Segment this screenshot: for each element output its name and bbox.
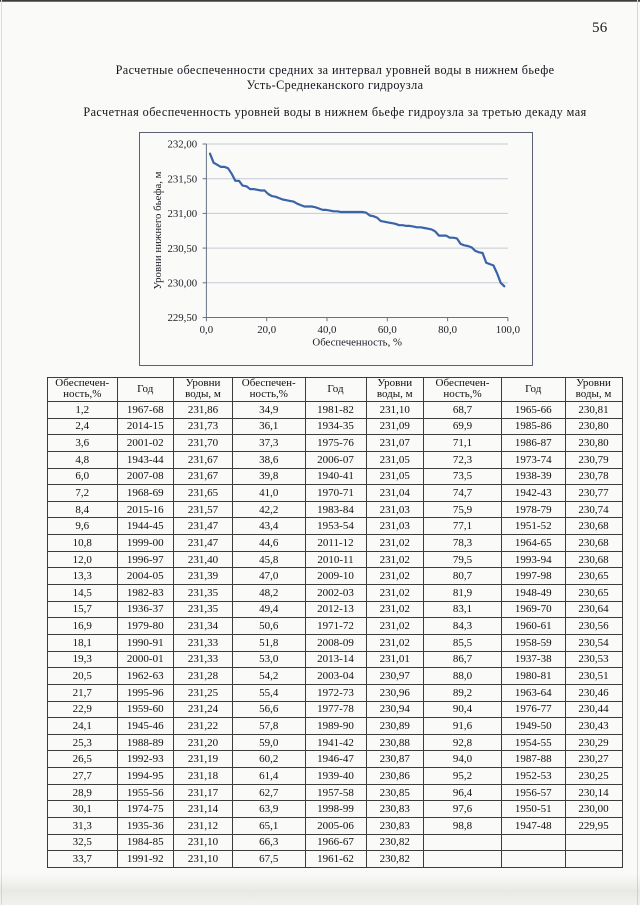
svg-text:232,00: 232,00 (167, 139, 197, 151)
svg-text:Обеспеченность, %: Обеспеченность, % (312, 337, 402, 349)
svg-text:100,0: 100,0 (496, 324, 520, 336)
svg-text:231,50: 231,50 (167, 173, 197, 185)
svg-text:231,00: 231,00 (167, 208, 197, 220)
svg-text:0,0: 0,0 (200, 324, 214, 336)
svg-text:40,0: 40,0 (318, 324, 337, 336)
svg-text:60,0: 60,0 (378, 324, 397, 336)
svg-text:80,0: 80,0 (438, 324, 457, 336)
svg-text:Уровни нижнего бьефа, м: Уровни нижнего бьефа, м (152, 171, 164, 289)
svg-text:230,50: 230,50 (167, 243, 197, 255)
svg-text:20,0: 20,0 (257, 324, 276, 336)
svg-text:229,50: 229,50 (167, 312, 197, 324)
svg-text:230,00: 230,00 (167, 278, 197, 290)
